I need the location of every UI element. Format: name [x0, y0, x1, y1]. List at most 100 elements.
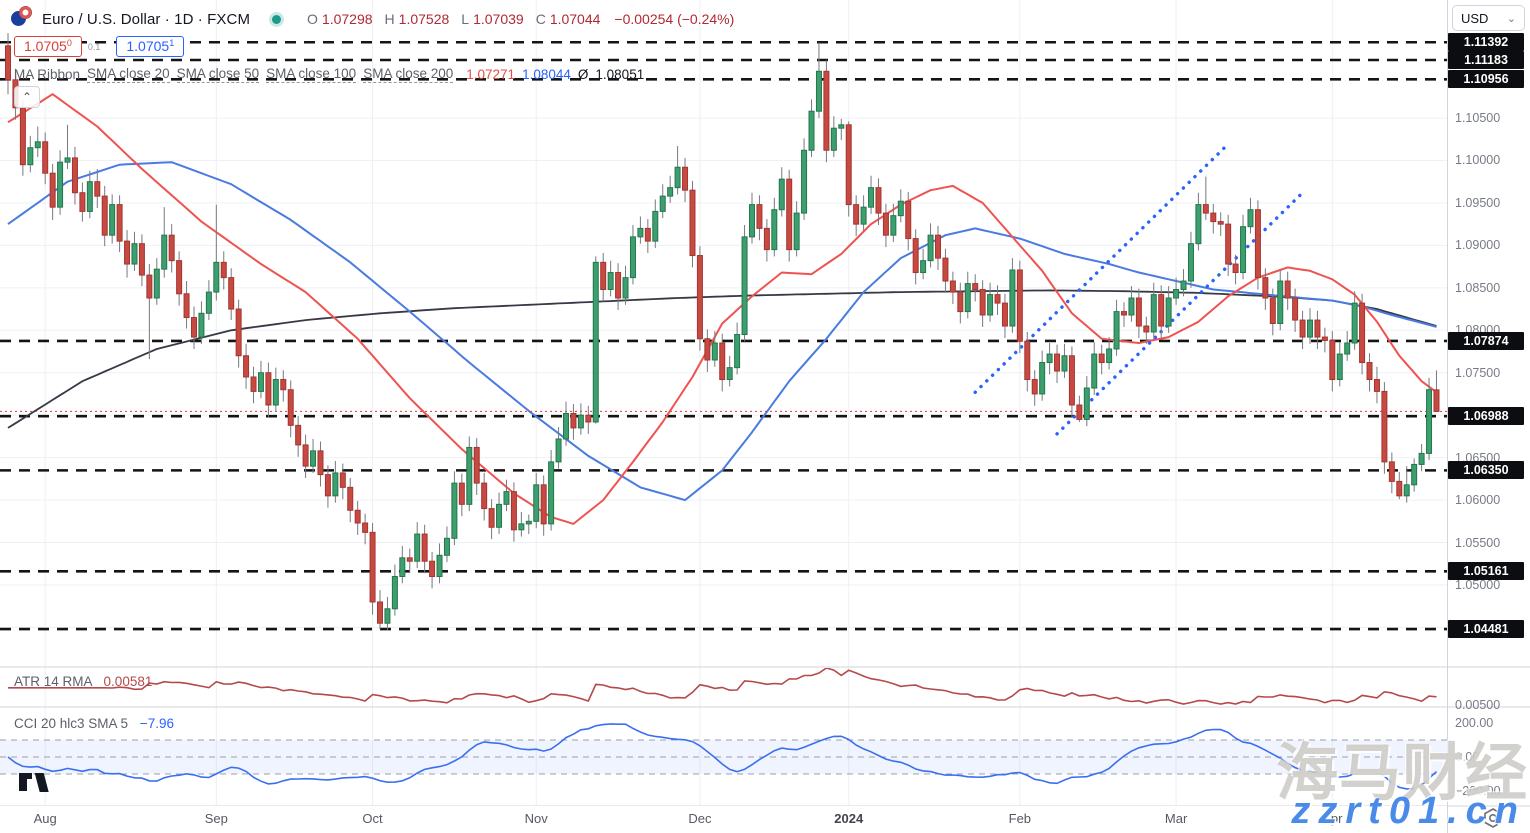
candle-body	[749, 204, 755, 238]
candle-body	[1411, 463, 1418, 486]
price-tick-label: 1.05500	[1455, 535, 1501, 550]
candle-body	[1254, 209, 1261, 279]
candle-body	[1396, 480, 1403, 497]
candle-body	[726, 367, 733, 381]
candle-body	[1083, 387, 1090, 420]
pivot-price-label: 1.11392	[1448, 33, 1524, 52]
candle-body	[443, 537, 450, 556]
candle-body	[808, 110, 815, 151]
price-axis[interactable]: 1.10500 1.10000 1.09500 1.09000 1.08500 1.080…	[1447, 0, 1530, 833]
cci-label[interactable]: CCI 20 hlc3 SMA 5	[14, 716, 129, 731]
candle-body	[1336, 353, 1343, 381]
candle-body	[1284, 280, 1291, 299]
candle-body	[912, 238, 919, 274]
candle-body	[1031, 379, 1038, 395]
candle-body	[377, 601, 383, 624]
symbol-legend[interactable]: Euro / U.S. Dollar · 1D · FXCM O 1.07298 …	[10, 6, 735, 30]
candle-body	[1373, 379, 1380, 392]
candle-body	[213, 261, 220, 293]
candle-body	[1016, 269, 1023, 342]
high-key: H	[384, 11, 395, 27]
ma-ribbon-param-20[interactable]: SMA close 20	[87, 66, 170, 83]
candle-body	[1173, 289, 1180, 299]
time-axis-label-nov: Nov	[524, 811, 548, 826]
ma-ribbon-legend[interactable]: MA Ribbon SMA close 20 SMA close 50 SMA …	[14, 66, 644, 83]
candle-body	[71, 157, 78, 194]
axis-settings-button[interactable]	[1482, 808, 1506, 828]
candle-body	[577, 414, 584, 429]
candle-body	[1225, 223, 1232, 265]
ma-ribbon-param-100[interactable]: SMA close 100	[266, 66, 357, 83]
sma-line[interactable]	[7, 93, 1438, 525]
candle-body	[786, 178, 793, 251]
low-key: L	[461, 11, 470, 27]
currency-selector-button[interactable]: USD ⌄	[1452, 5, 1525, 31]
ma-ribbon-name[interactable]: MA Ribbon	[14, 67, 81, 82]
sma-line[interactable]	[7, 289, 1437, 429]
candle-body	[1262, 277, 1269, 299]
ma-ribbon-avg-value: 1.08051	[595, 67, 645, 82]
candle-body	[1344, 342, 1351, 355]
candle-body	[1240, 226, 1247, 274]
ma-ribbon-sma50-value: 1.08044	[522, 67, 571, 82]
trendline-drawing[interactable]	[1055, 191, 1305, 436]
tradingview-logo[interactable]	[18, 770, 52, 797]
symbol-title[interactable]: Euro / U.S. Dollar · 1D · FXCM	[42, 10, 251, 28]
atr-label[interactable]: ATR 14 RMA	[14, 674, 92, 689]
candle-body	[295, 424, 302, 446]
ma-ribbon-param-50[interactable]: SMA close 50	[176, 66, 260, 83]
candle-body	[830, 127, 837, 151]
market-status-icon[interactable]	[272, 14, 282, 24]
candles[interactable]	[5, 33, 1440, 631]
gear-icon	[1484, 808, 1502, 828]
candle-body	[146, 274, 153, 299]
candle-body	[220, 261, 227, 279]
candle-body	[458, 482, 465, 505]
candle-body	[176, 260, 183, 295]
cci-tick-label: 0.00	[1455, 750, 1480, 764]
ma-ribbon-param-200[interactable]: SMA close 200	[363, 66, 454, 83]
candle-body	[860, 206, 867, 225]
change-value: −0.00254 (−0.24%)	[614, 11, 735, 27]
candle-body	[987, 294, 994, 316]
candle-body	[1001, 302, 1008, 327]
atr-legend[interactable]: ATR 14 RMA 0.00581	[14, 674, 152, 689]
time-axis-label-sep: Sep	[204, 811, 228, 826]
candle-body	[555, 438, 562, 463]
candle-body	[79, 192, 86, 212]
cci-legend[interactable]: CCI 20 hlc3 SMA 5 −7.96	[14, 716, 174, 731]
candle-body	[1307, 319, 1313, 338]
sma-line[interactable]	[7, 161, 1437, 502]
legend-collapse-button[interactable]: ⌃	[14, 86, 40, 108]
candle-body	[1121, 311, 1127, 316]
time-axis[interactable]: Aug Sep Oct Nov Dec 2024 Feb Mar Apr	[0, 806, 1447, 833]
red-price-flag-value: 1.0705	[24, 38, 67, 54]
candle-body	[1210, 212, 1217, 223]
candle-body	[1202, 204, 1209, 214]
candle-body	[1277, 280, 1284, 324]
ma-ribbon-sma20-value: 1.07271	[466, 67, 516, 82]
blue-price-flag[interactable]: 1.0705 1	[116, 36, 185, 57]
candle-body	[466, 446, 473, 505]
price-tick-label: 1.07500	[1455, 365, 1501, 380]
atr-pane[interactable]	[8, 668, 1437, 705]
time-axis-label-mar: Mar	[1164, 811, 1188, 826]
chevron-down-icon: ⌄	[1506, 12, 1516, 25]
candle-body	[369, 531, 376, 603]
time-axis-label-feb: Feb	[1008, 811, 1032, 826]
red-price-flag[interactable]: 1.0705 0	[14, 36, 82, 57]
ma-ribbon-avg-sign: Ø	[577, 67, 589, 82]
candle-body	[763, 227, 770, 251]
cci-line[interactable]	[7, 723, 1438, 790]
candle-body	[473, 446, 480, 484]
candle-body	[168, 234, 175, 262]
candle-body	[882, 212, 889, 236]
candle-body	[570, 412, 577, 429]
candle-body	[1292, 297, 1299, 321]
candle-body	[1076, 404, 1083, 420]
trendline-drawing[interactable]	[973, 146, 1227, 394]
candle-body	[1403, 484, 1410, 497]
